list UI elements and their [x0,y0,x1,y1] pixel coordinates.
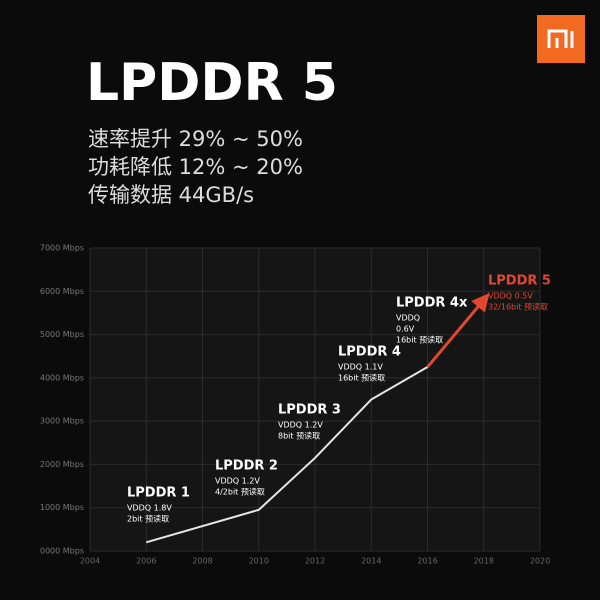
x-tick-label: 2004 [80,557,100,566]
subtitle-line: 功耗降低 12% ~ 20% [88,155,303,179]
x-tick-label: 2010 [249,557,269,566]
y-tick-label: 5000 Mbps [40,330,84,339]
y-tick-label: 4000 Mbps [40,373,84,382]
annotation-line: VDDQ 1.2V [215,477,260,486]
annotation-line: VDDQ 1.1V [338,363,383,372]
x-tick-label: 2006 [136,557,156,566]
annotation-line: VDDQ 1.8V [127,504,172,513]
annotation-line: 4/2bit 预读取 [215,487,265,497]
subtitle-line: 速率提升 29% ~ 50% [88,127,303,151]
annotation-title: LPDDR 2 [215,459,278,474]
annotation-line: 0.6V [396,325,415,334]
annotation-title: LPDDR 5 [488,274,551,289]
x-tick-label: 2020 [530,557,550,566]
annotation-line: 8bit 预读取 [278,431,320,441]
annotation-line: 16bit 预读取 [338,373,385,383]
subtitle-line: 传输数据 44GB/s [88,183,254,207]
y-tick-label: 1000 Mbps [40,503,84,512]
annotation-title: LPDDR 4x [396,296,468,311]
x-tick-label: 2018 [474,557,494,566]
x-tick-label: 2014 [361,557,381,566]
annotation-title: LPDDR 3 [278,403,341,418]
y-tick-label: 3000 Mbps [40,417,84,426]
annotation-line: 32/16bit 预读取 [488,302,548,312]
x-tick-label: 2016 [417,557,437,566]
y-tick-label: 0000 Mbps [40,547,84,556]
x-tick-label: 2012 [305,557,325,566]
y-tick-label: 7000 Mbps [40,244,84,253]
annotation-title: LPDDR 1 [127,486,190,501]
annotation-line: 16bit 预读取 [396,335,443,345]
annotation-title: LPDDR 4 [338,345,401,360]
y-tick-label: 6000 Mbps [40,287,84,296]
annotation-line: VDDQ 1.2V [278,421,323,430]
annotation-line: VDDQ [396,314,420,323]
logo [537,15,585,63]
annotation-line: 2bit 预读取 [127,514,169,524]
series-line [426,293,490,368]
y-tick-label: 2000 Mbps [40,460,84,469]
logo-glyph [547,29,574,48]
x-tick-label: 2008 [192,557,212,566]
title: LPDDR 5 [86,53,338,113]
annotation-line: VDDQ 0.5V [488,292,533,301]
series-line [145,366,428,544]
